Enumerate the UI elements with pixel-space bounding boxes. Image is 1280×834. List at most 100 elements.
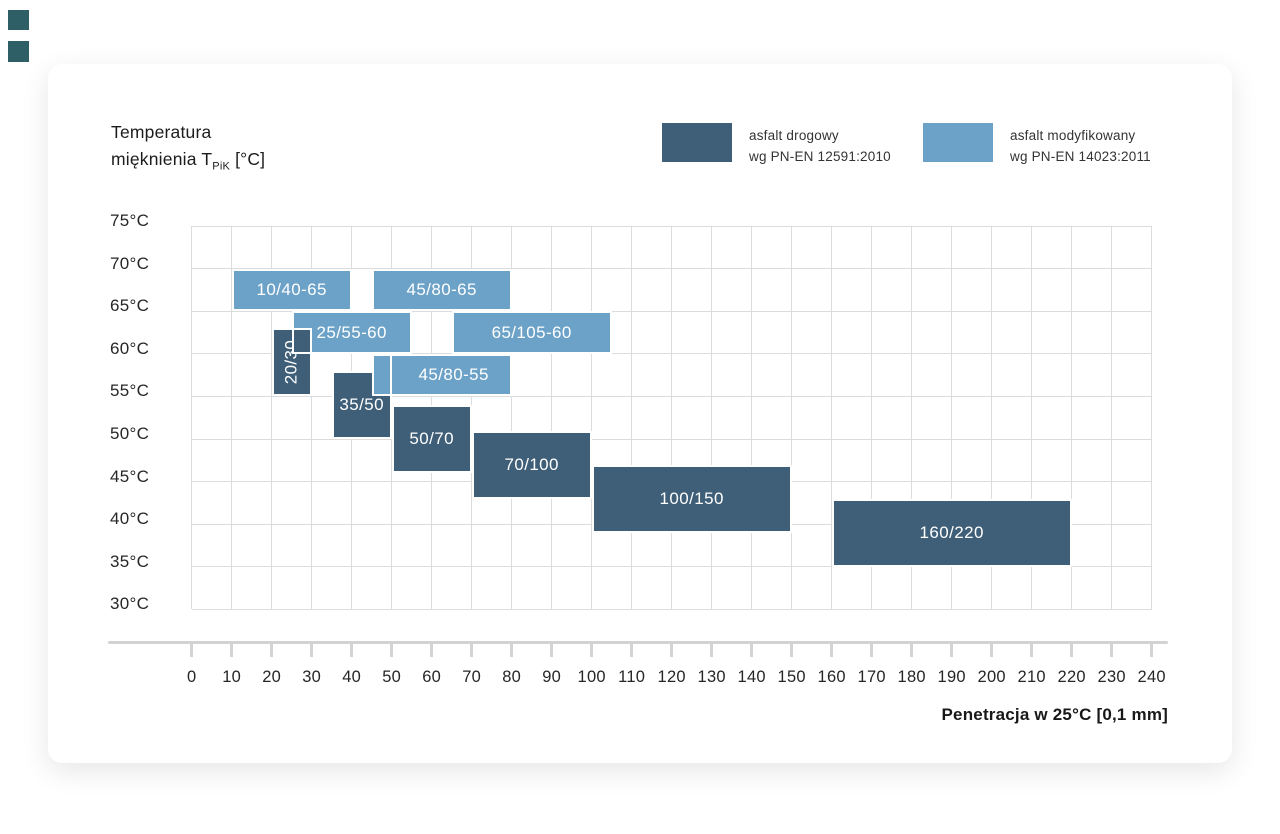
grade-box-70-100: 70/100 — [471, 430, 592, 499]
grid-line-vertical — [791, 226, 793, 610]
grid-line-vertical — [1031, 226, 1033, 610]
grid-line-vertical — [671, 226, 673, 610]
grid-line-vertical — [591, 226, 593, 610]
y-tick-label: 75°C — [110, 211, 150, 230]
grid-line-vertical — [551, 226, 553, 610]
x-tick-mark — [790, 644, 793, 657]
legend-label-line1: asfalt modyfikowany — [1010, 128, 1136, 143]
x-tick-label: 0 — [186, 668, 197, 686]
x-axis-line — [108, 641, 1168, 644]
y-tick-label: 35°C — [110, 551, 150, 571]
x-tick-mark — [190, 644, 193, 657]
y-axis-title-subscript: PiK — [212, 160, 231, 173]
x-tick-label: 10 — [222, 668, 242, 686]
grid-line-vertical — [1111, 226, 1113, 610]
grade-box-50-70: 50/70 — [391, 404, 472, 474]
grid-line-vertical — [191, 226, 193, 610]
grid-line-vertical — [1071, 226, 1073, 610]
x-tick-mark — [390, 644, 393, 657]
x-tick-mark — [590, 644, 593, 657]
x-tick-label: 60 — [422, 668, 442, 686]
grid-line-vertical — [951, 226, 953, 610]
x-tick-label: 40 — [342, 668, 362, 686]
grade-box-label-region: 45/80-55 — [394, 356, 514, 395]
x-tick-mark — [870, 644, 873, 657]
x-tick-mark — [510, 644, 513, 657]
x-tick-label: 190 — [937, 668, 966, 686]
grid-line-vertical — [631, 226, 633, 610]
x-tick-mark — [630, 644, 633, 657]
grid-line-horizontal — [191, 310, 1152, 312]
y-axis-title: Temperatura mięknienia TPiK [°C] — [111, 119, 265, 181]
grid-line-vertical — [831, 226, 833, 610]
grid-line-vertical — [871, 226, 873, 610]
x-tick-mark — [230, 644, 233, 657]
x-tick-label: 130 — [697, 668, 726, 686]
x-tick-mark — [350, 644, 353, 657]
grade-box-45-80-65: 45/80-65 — [371, 268, 512, 312]
x-tick-label: 100 — [577, 668, 606, 686]
x-tick-mark — [1150, 644, 1153, 657]
y-axis-title-line2: mięknienia TPiK [°C] — [111, 149, 266, 173]
grid-line-vertical — [911, 226, 913, 610]
x-tick-label: 240 — [1137, 668, 1166, 686]
grade-box-label: 50/70 — [409, 429, 454, 449]
x-tick-label: 210 — [1017, 668, 1046, 686]
grid-line-horizontal — [191, 438, 1152, 440]
x-tick-label: 230 — [1097, 668, 1126, 686]
x-tick-label: 140 — [737, 668, 766, 686]
x-tick-label: 180 — [897, 668, 926, 686]
grid-line-vertical — [271, 226, 273, 610]
x-tick-mark — [710, 644, 713, 657]
grid-line-vertical — [231, 226, 233, 610]
x-tick-mark — [990, 644, 993, 657]
x-tick-label: 170 — [857, 668, 886, 686]
x-tick-label: 160 — [817, 668, 846, 686]
grid-line-vertical — [471, 226, 473, 610]
grade-box-label: 65/105-60 — [491, 322, 572, 342]
legend-label-line2: wg PN-EN 12591:2010 — [749, 149, 891, 164]
x-tick-mark — [950, 644, 953, 657]
x-tick-label: 80 — [502, 668, 522, 686]
x-tick-mark — [1070, 644, 1073, 657]
grade-box-label: 25/55-60 — [316, 322, 387, 342]
x-tick-label: 120 — [657, 668, 686, 686]
grade-box-label: 45/80-65 — [406, 279, 477, 299]
legend-swatch-modified-bitumen — [923, 123, 993, 162]
y-tick-label: 40°C — [110, 509, 150, 529]
grid-line-horizontal — [191, 353, 1152, 355]
legend-item-road-bitumen: asfalt drogowy wg PN-EN 12591:2010 — [662, 123, 891, 167]
grade-box-label: 35/50 — [339, 394, 384, 414]
grid-line-horizontal — [191, 566, 1152, 568]
grade-box-100-150: 100/150 — [591, 464, 792, 533]
legend-item-modified-bitumen: asfalt modyfikowany wg PN-EN 14023:2011 — [923, 123, 1151, 167]
y-tick-label: 55°C — [110, 381, 150, 401]
grid-line-vertical — [511, 226, 513, 610]
x-tick-mark — [470, 644, 473, 657]
x-tick-mark — [1030, 644, 1033, 657]
grid-line-vertical — [1151, 226, 1153, 610]
grade-box-label: 10/40-65 — [256, 279, 327, 299]
grid-line-vertical — [711, 226, 713, 610]
x-tick-mark — [910, 644, 913, 657]
grade-box-65-105-60: 65/105-60 — [451, 311, 612, 354]
decorative-square-1 — [8, 10, 29, 30]
x-tick-label: 90 — [542, 668, 562, 686]
grid-line-vertical — [751, 226, 753, 610]
y-axis-title-line1: Temperatura — [111, 122, 212, 142]
x-tick-mark — [430, 644, 433, 657]
x-tick-mark — [1110, 644, 1113, 657]
y-tick-label: 50°C — [110, 424, 150, 444]
overlap-patch — [291, 328, 312, 354]
x-tick-label: 20 — [262, 668, 282, 686]
overlap-patch — [371, 353, 392, 397]
y-tick-label: 30°C — [110, 594, 150, 614]
grade-box-45-80-55: 45/80-55 — [371, 353, 514, 397]
grid-line-horizontal — [191, 608, 1152, 610]
decorative-square-2 — [8, 41, 29, 62]
grid-line-horizontal — [191, 268, 1152, 270]
legend-swatch-road-bitumen — [662, 123, 732, 162]
x-tick-label: 220 — [1057, 668, 1086, 686]
legend-label-line1: asfalt drogowy — [749, 128, 839, 143]
